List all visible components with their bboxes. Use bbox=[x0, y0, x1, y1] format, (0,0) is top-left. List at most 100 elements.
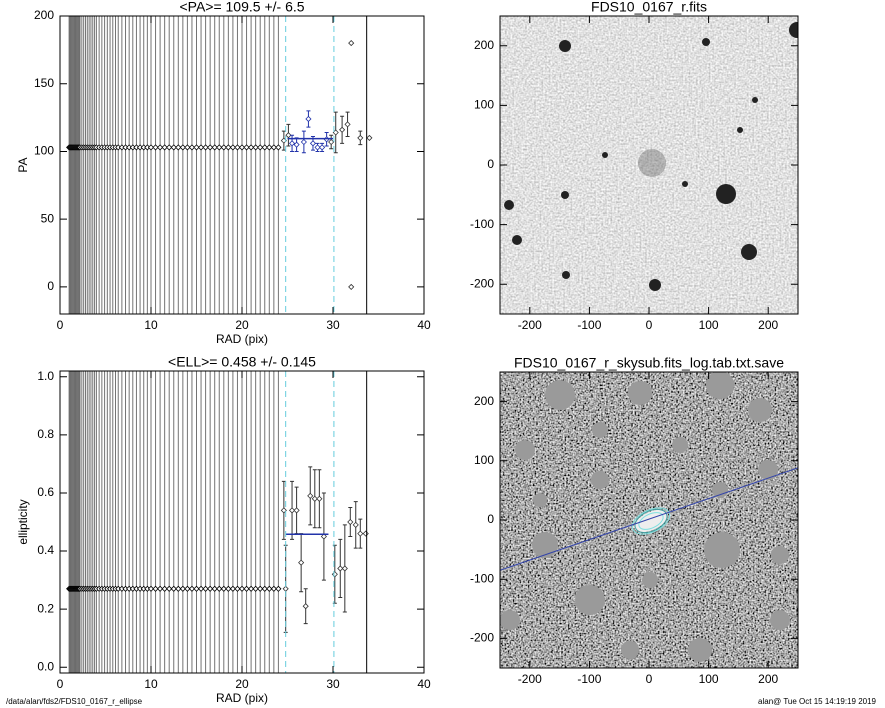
x-tick-label: 10 bbox=[144, 677, 158, 691]
data-point bbox=[175, 144, 182, 151]
data-point bbox=[348, 40, 355, 47]
data-point bbox=[166, 585, 173, 592]
plot-area bbox=[500, 467, 798, 571]
y-tick-label: 0 bbox=[487, 157, 494, 171]
x-tick-label: 100 bbox=[699, 318, 719, 332]
data-point bbox=[339, 126, 346, 133]
data-point bbox=[229, 585, 236, 592]
panel-title: <PA>= 109.5 +/- 6.5 bbox=[179, 0, 304, 15]
y-tick-label: -100 bbox=[470, 571, 494, 585]
y-tick-label: 50 bbox=[41, 211, 55, 225]
y-tick-label: -200 bbox=[470, 276, 494, 290]
y-tick-label: 100 bbox=[474, 98, 494, 112]
y-tick-label: -100 bbox=[470, 217, 494, 231]
plot-area bbox=[66, 371, 369, 673]
y-tick-label: 0.6 bbox=[37, 485, 54, 499]
panel: FDS10_0167_r_skysub.fits_log.tab.txt.sav… bbox=[470, 355, 799, 686]
data-point bbox=[252, 144, 259, 151]
plot-area bbox=[66, 16, 373, 314]
data-point bbox=[337, 565, 344, 572]
data-point bbox=[211, 585, 218, 592]
data-point bbox=[216, 585, 223, 592]
data-point bbox=[238, 585, 246, 592]
data-point bbox=[152, 144, 159, 151]
data-point bbox=[179, 144, 186, 151]
panel: <PA>= 109.5 +/- 6.5 RAD (pix) PA 0 10 20 30 40 0… bbox=[16, 0, 431, 346]
data-point bbox=[193, 585, 200, 592]
data-point bbox=[202, 585, 209, 592]
y-axis-label: ellipticity bbox=[16, 499, 30, 544]
data-point bbox=[341, 565, 348, 572]
y-axis-label: PA bbox=[16, 157, 30, 172]
data-point bbox=[344, 121, 351, 128]
data-point bbox=[311, 495, 318, 502]
data-point bbox=[275, 585, 282, 592]
data-point bbox=[220, 585, 227, 592]
data-point bbox=[188, 144, 196, 151]
panel: FDS10_0167_r.fits -200 -100 0 100 200 -200 -100… bbox=[470, 0, 799, 332]
data-point bbox=[305, 115, 312, 123]
data-point bbox=[298, 559, 305, 566]
data-point bbox=[257, 585, 264, 592]
data-point bbox=[220, 144, 227, 151]
data-point bbox=[211, 144, 218, 151]
data-point bbox=[319, 144, 326, 151]
data-point bbox=[275, 144, 282, 151]
panel-title: FDS10_0167_r_skysub.fits_log.tab.txt.sav… bbox=[514, 355, 784, 371]
y-tick-label: -200 bbox=[470, 631, 494, 645]
x-tick-label: 0 bbox=[646, 672, 653, 686]
data-point bbox=[157, 144, 164, 151]
data-point bbox=[357, 530, 364, 537]
data-point bbox=[193, 144, 200, 151]
y-tick-label: 200 bbox=[474, 394, 494, 408]
data-point bbox=[316, 495, 323, 502]
data-point bbox=[147, 144, 155, 151]
data-point bbox=[320, 533, 327, 540]
data-point bbox=[285, 132, 292, 139]
x-tick-label: 20 bbox=[235, 677, 249, 691]
data-point bbox=[202, 144, 209, 151]
x-tick-label: -100 bbox=[577, 318, 601, 332]
data-point bbox=[147, 585, 155, 592]
x-tick-label: 30 bbox=[326, 677, 340, 691]
data-point bbox=[300, 138, 307, 146]
data-point bbox=[270, 144, 277, 151]
data-point bbox=[166, 144, 173, 151]
data-point bbox=[229, 144, 236, 151]
data-point bbox=[366, 134, 373, 141]
data-point bbox=[216, 144, 223, 151]
data-point bbox=[234, 585, 241, 592]
data-point bbox=[170, 144, 177, 151]
data-point bbox=[207, 585, 214, 592]
data-point bbox=[282, 585, 289, 592]
x-tick-label: 10 bbox=[144, 318, 158, 332]
x-tick-label: 30 bbox=[326, 318, 340, 332]
noise bbox=[500, 16, 798, 314]
data-point bbox=[362, 530, 369, 537]
image-3 bbox=[500, 16, 798, 314]
data-point bbox=[257, 144, 264, 151]
data-point bbox=[161, 585, 168, 592]
y-tick-label: 0 bbox=[487, 512, 494, 526]
x-tick-label: 0 bbox=[57, 677, 64, 691]
data-point bbox=[293, 141, 300, 148]
masks bbox=[500, 372, 790, 662]
data-point bbox=[207, 144, 214, 151]
data-point bbox=[157, 585, 164, 592]
y-tick-label: 1.0 bbox=[37, 369, 54, 383]
data-point bbox=[357, 134, 364, 141]
x-tick-label: 40 bbox=[417, 318, 431, 332]
data-point bbox=[280, 507, 287, 514]
x-tick-label: 40 bbox=[417, 677, 431, 691]
data-point bbox=[266, 585, 273, 592]
data-point bbox=[302, 603, 309, 610]
data-point bbox=[234, 144, 241, 151]
data-point bbox=[261, 585, 268, 592]
data-point bbox=[252, 585, 259, 592]
data-point bbox=[161, 144, 168, 151]
data-point bbox=[348, 283, 355, 290]
data-point bbox=[179, 585, 186, 592]
panel-title: FDS10_0167_r.fits bbox=[591, 0, 707, 15]
data-point bbox=[170, 585, 177, 592]
